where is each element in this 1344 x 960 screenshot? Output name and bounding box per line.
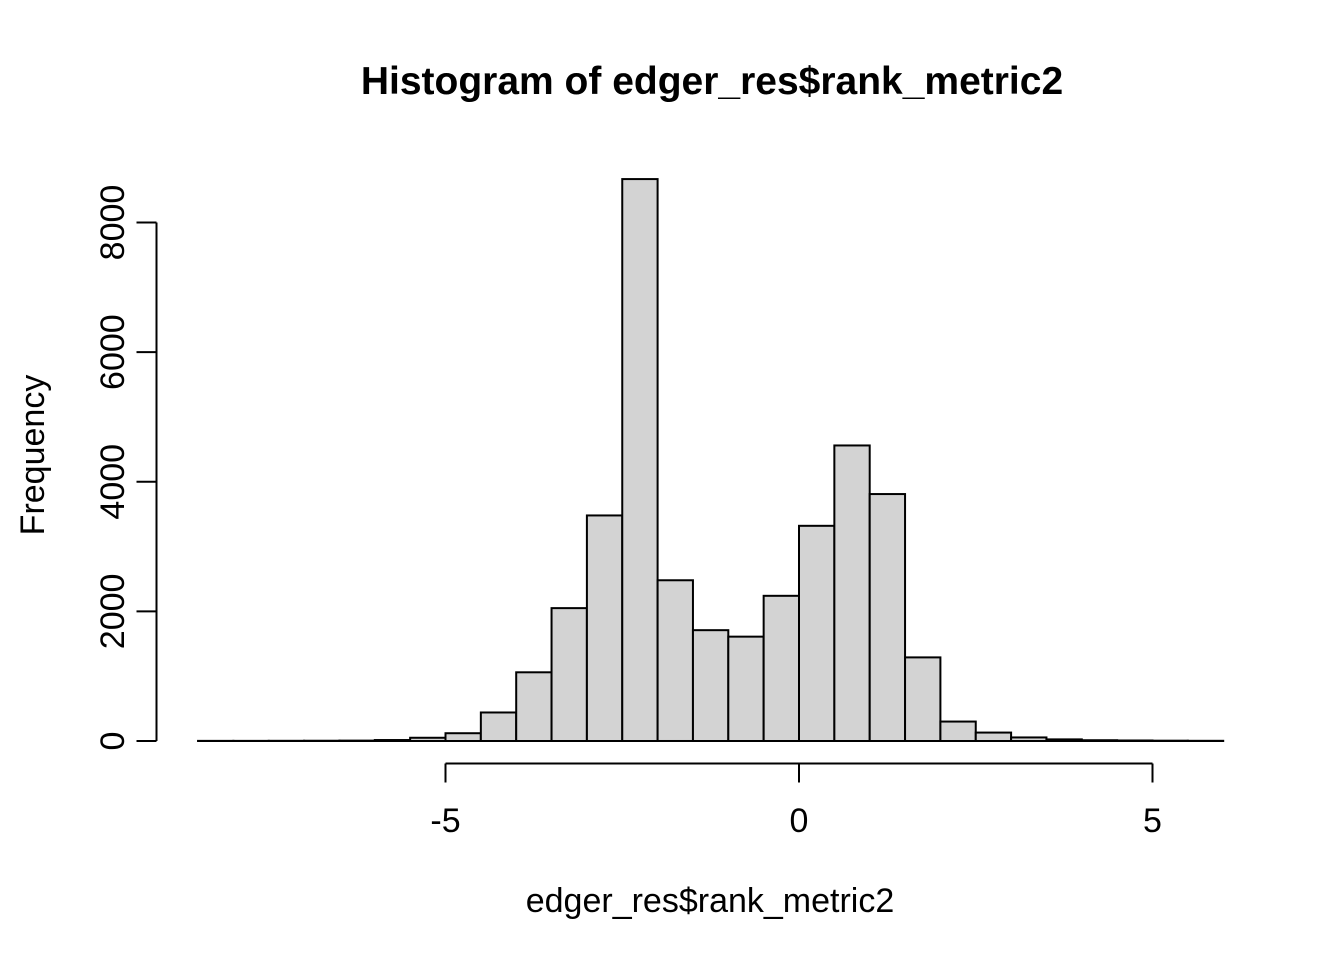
histogram-bar <box>798 524 836 742</box>
histogram-bar <box>833 444 871 742</box>
y-tick-label: 0 <box>94 732 132 751</box>
histogram-bar <box>656 579 694 742</box>
histogram-bar <box>444 732 482 742</box>
histogram-bar <box>974 731 1013 743</box>
bars-group <box>197 178 1225 743</box>
histogram-bar <box>762 594 801 742</box>
histogram-bar <box>515 671 553 742</box>
histogram-bar <box>1010 736 1048 743</box>
histogram-bar <box>585 514 624 743</box>
histogram-bar <box>904 656 942 743</box>
histogram-bar <box>1116 739 1154 742</box>
y-axis: 0 2000 4000 6000 8000 <box>94 185 158 751</box>
histogram-bar <box>409 736 447 743</box>
histogram-bar <box>373 739 412 743</box>
histogram-bar <box>479 711 518 742</box>
x-tick-label: 5 <box>1143 802 1162 840</box>
histogram-bar <box>727 635 765 743</box>
histogram-bar <box>1080 739 1119 742</box>
y-tick-label: 4000 <box>94 444 132 520</box>
histogram-bar <box>1045 738 1083 743</box>
histogram-bar <box>868 493 907 742</box>
y-tick-label: 8000 <box>94 185 132 261</box>
histogram-bar <box>550 607 588 742</box>
histogram-bar <box>691 629 730 742</box>
x-tick-label: 0 <box>790 802 809 840</box>
x-axis-title: edger_res$rank_metric2 <box>526 882 895 920</box>
chart-title: Histogram of edger_res$rank_metric2 <box>361 60 1063 103</box>
y-tick-label: 6000 <box>94 314 132 390</box>
x-axis: -5 0 5 <box>430 762 1162 840</box>
histogram-bar <box>621 178 659 742</box>
histogram-bar <box>939 720 977 742</box>
y-tick-label: 2000 <box>94 574 132 650</box>
x-tick-label: -5 <box>430 802 460 840</box>
y-axis-title: Frequency <box>14 375 52 536</box>
